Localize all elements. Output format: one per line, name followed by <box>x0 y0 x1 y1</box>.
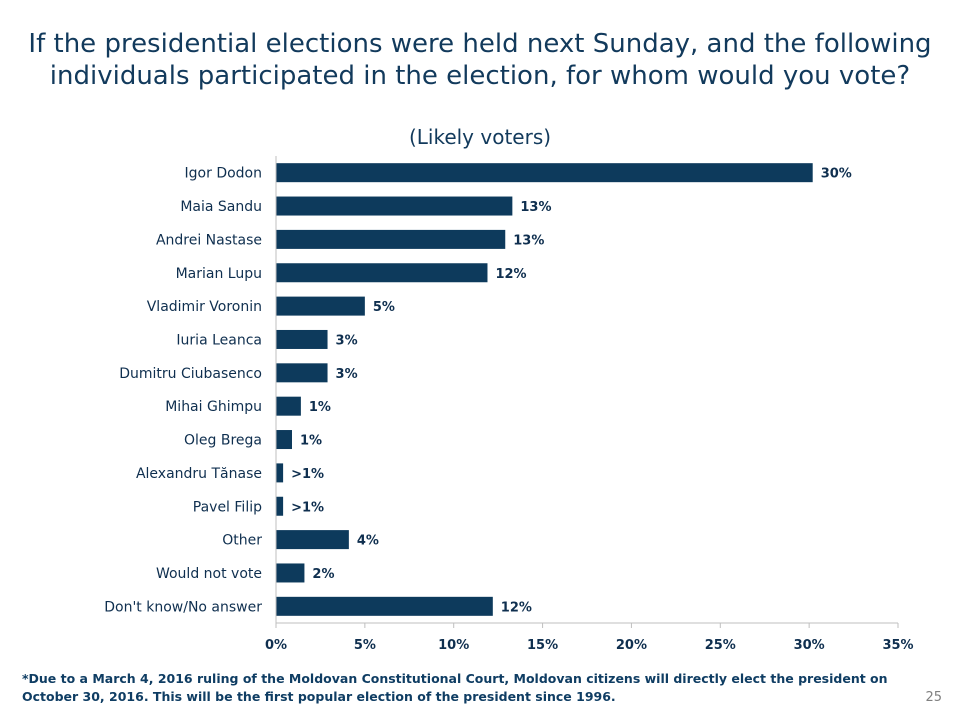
labels-layer: Igor Dodon 30% Maia Sandu 13% Andrei Nastase… <box>104 166 852 616</box>
bar-4 <box>276 296 365 316</box>
category-label: Vladimir Voronin <box>147 299 262 315</box>
category-label: Dumitru Ciubasenco <box>119 366 262 382</box>
value-label: 4% <box>357 534 379 549</box>
category-label: Iuria Leanca <box>176 332 262 348</box>
value-label: 30% <box>821 167 852 182</box>
bar-11 <box>276 530 349 550</box>
x-tick-label: 20% <box>616 638 647 653</box>
bar-3 <box>276 263 488 283</box>
x-tick-label: 5% <box>354 638 376 653</box>
category-label: Maia Sandu <box>180 199 262 215</box>
value-label: 3% <box>336 367 358 382</box>
bars-layer <box>276 163 813 616</box>
x-tick-label: 30% <box>794 638 825 653</box>
bar-13 <box>276 596 493 616</box>
bar-7 <box>276 396 301 416</box>
value-label: 13% <box>513 233 544 248</box>
category-label: Would not vote <box>156 566 262 582</box>
value-label: >1% <box>291 500 324 515</box>
x-tick-label: 25% <box>705 638 736 653</box>
bar-1 <box>276 196 513 216</box>
x-tick-label: 35% <box>882 638 913 653</box>
bar-12 <box>276 563 305 583</box>
x-tick-label: 10% <box>438 638 469 653</box>
value-label: 12% <box>501 600 532 615</box>
bar-2 <box>276 229 506 249</box>
value-label: 3% <box>336 333 358 348</box>
footnote: *Due to a March 4, 2016 ruling of the Mo… <box>22 671 888 704</box>
value-label: 1% <box>309 400 331 415</box>
category-label: Mihai Ghimpu <box>165 399 262 415</box>
category-label: Other <box>222 533 262 549</box>
bar-0 <box>276 163 813 183</box>
bar-8 <box>276 430 292 450</box>
value-label: 5% <box>373 300 395 315</box>
value-label: 13% <box>520 200 551 215</box>
category-label: Don't know/No answer <box>104 599 262 615</box>
value-label: 2% <box>312 567 334 582</box>
x-tick-label: 15% <box>527 638 558 653</box>
x-ticks-layer: 0% 5% 10% 15% 20% 25% 30% 35% <box>265 623 914 653</box>
value-label: 1% <box>300 434 322 449</box>
bar-5 <box>276 329 328 349</box>
category-label: Pavel Filip <box>193 499 262 515</box>
bar-9 <box>276 463 284 483</box>
bar-10 <box>276 496 284 516</box>
category-label: Alexandru Tănase <box>136 466 262 482</box>
bar-chart: Igor Dodon 30% Maia Sandu 13% Andrei Nastase… <box>104 156 914 653</box>
x-tick-label: 0% <box>265 638 287 653</box>
chart-subtitle: (Likely voters) <box>408 125 552 149</box>
chart-title: If the presidential elections were held … <box>28 29 932 91</box>
category-label: Marian Lupu <box>176 266 262 282</box>
page-number: 25 <box>925 690 942 705</box>
category-label: Igor Dodon <box>185 166 262 182</box>
value-label: >1% <box>291 467 324 482</box>
category-label: Andrei Nastase <box>156 232 262 248</box>
category-label: Oleg Brega <box>184 433 262 449</box>
bar-6 <box>276 363 328 383</box>
value-label: 12% <box>495 267 526 282</box>
